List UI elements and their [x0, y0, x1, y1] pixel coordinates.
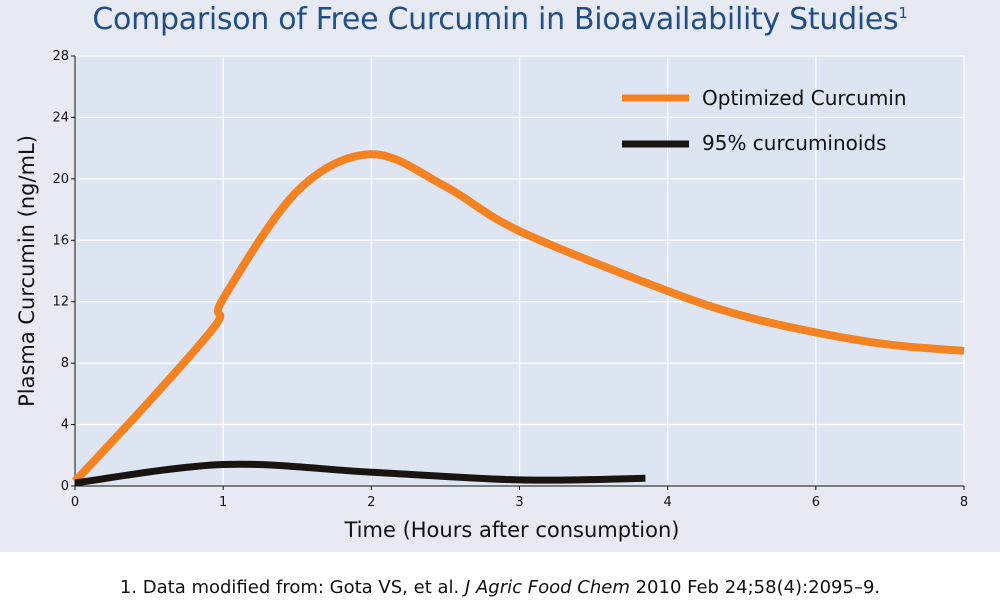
- y-tick-label: 4: [61, 418, 69, 433]
- y-tick-label: 0: [61, 479, 69, 494]
- y-tick-label: 12: [52, 295, 69, 310]
- series-line-optimized-curcumin: [72, 150, 965, 485]
- chart-title-text: Comparison of Free Curcumin in Bioavaila…: [92, 2, 899, 37]
- x-axis-ticks: 0 1 2 3 4 6 8: [71, 486, 968, 510]
- x-tick-label: 3: [515, 495, 523, 510]
- y-tick-label: 8: [61, 356, 69, 371]
- y-tick-label: 28: [52, 49, 69, 64]
- x-tick-label: 8: [960, 495, 968, 510]
- series-lines: [72, 150, 965, 487]
- footnote-citation: 2010 Feb 24;58(4):2095–9.: [629, 577, 881, 598]
- y-axis-ticks: 0 4 8 12 16 20 24 28: [52, 49, 75, 494]
- y-axis-title: Plasma Curcumin (ng/mL): [15, 135, 39, 407]
- x-tick-label: 6: [812, 495, 820, 510]
- x-tick-label: 4: [664, 495, 672, 510]
- y-tick-label: 20: [52, 172, 69, 187]
- x-tick-label: 2: [367, 495, 375, 510]
- y-tick-label: 16: [52, 233, 69, 248]
- legend: Optimized Curcumin 95% curcuminoids: [622, 86, 907, 155]
- footnote-journal: J Agric Food Chem: [464, 577, 630, 598]
- series-line-95-curcuminoids: [74, 460, 646, 487]
- legend-label-optimized: Optimized Curcumin: [702, 86, 907, 110]
- y-tick-label: 24: [52, 110, 69, 125]
- footnote: 1. Data modified from: Gota VS, et al. J…: [0, 577, 1000, 598]
- x-axis-title: Time (Hours after consumption): [344, 518, 680, 542]
- legend-label-curcuminoids: 95% curcuminoids: [702, 131, 887, 155]
- x-tick-label: 1: [219, 495, 227, 510]
- footnote-text: 1. Data modified from: Gota VS, et al.: [119, 577, 465, 598]
- x-tick-label: 0: [71, 495, 79, 510]
- title-footnote-marker: 1: [898, 4, 908, 22]
- chart-title: Comparison of Free Curcumin in Bioavaila…: [0, 2, 1000, 37]
- gridlines: [75, 55, 965, 486]
